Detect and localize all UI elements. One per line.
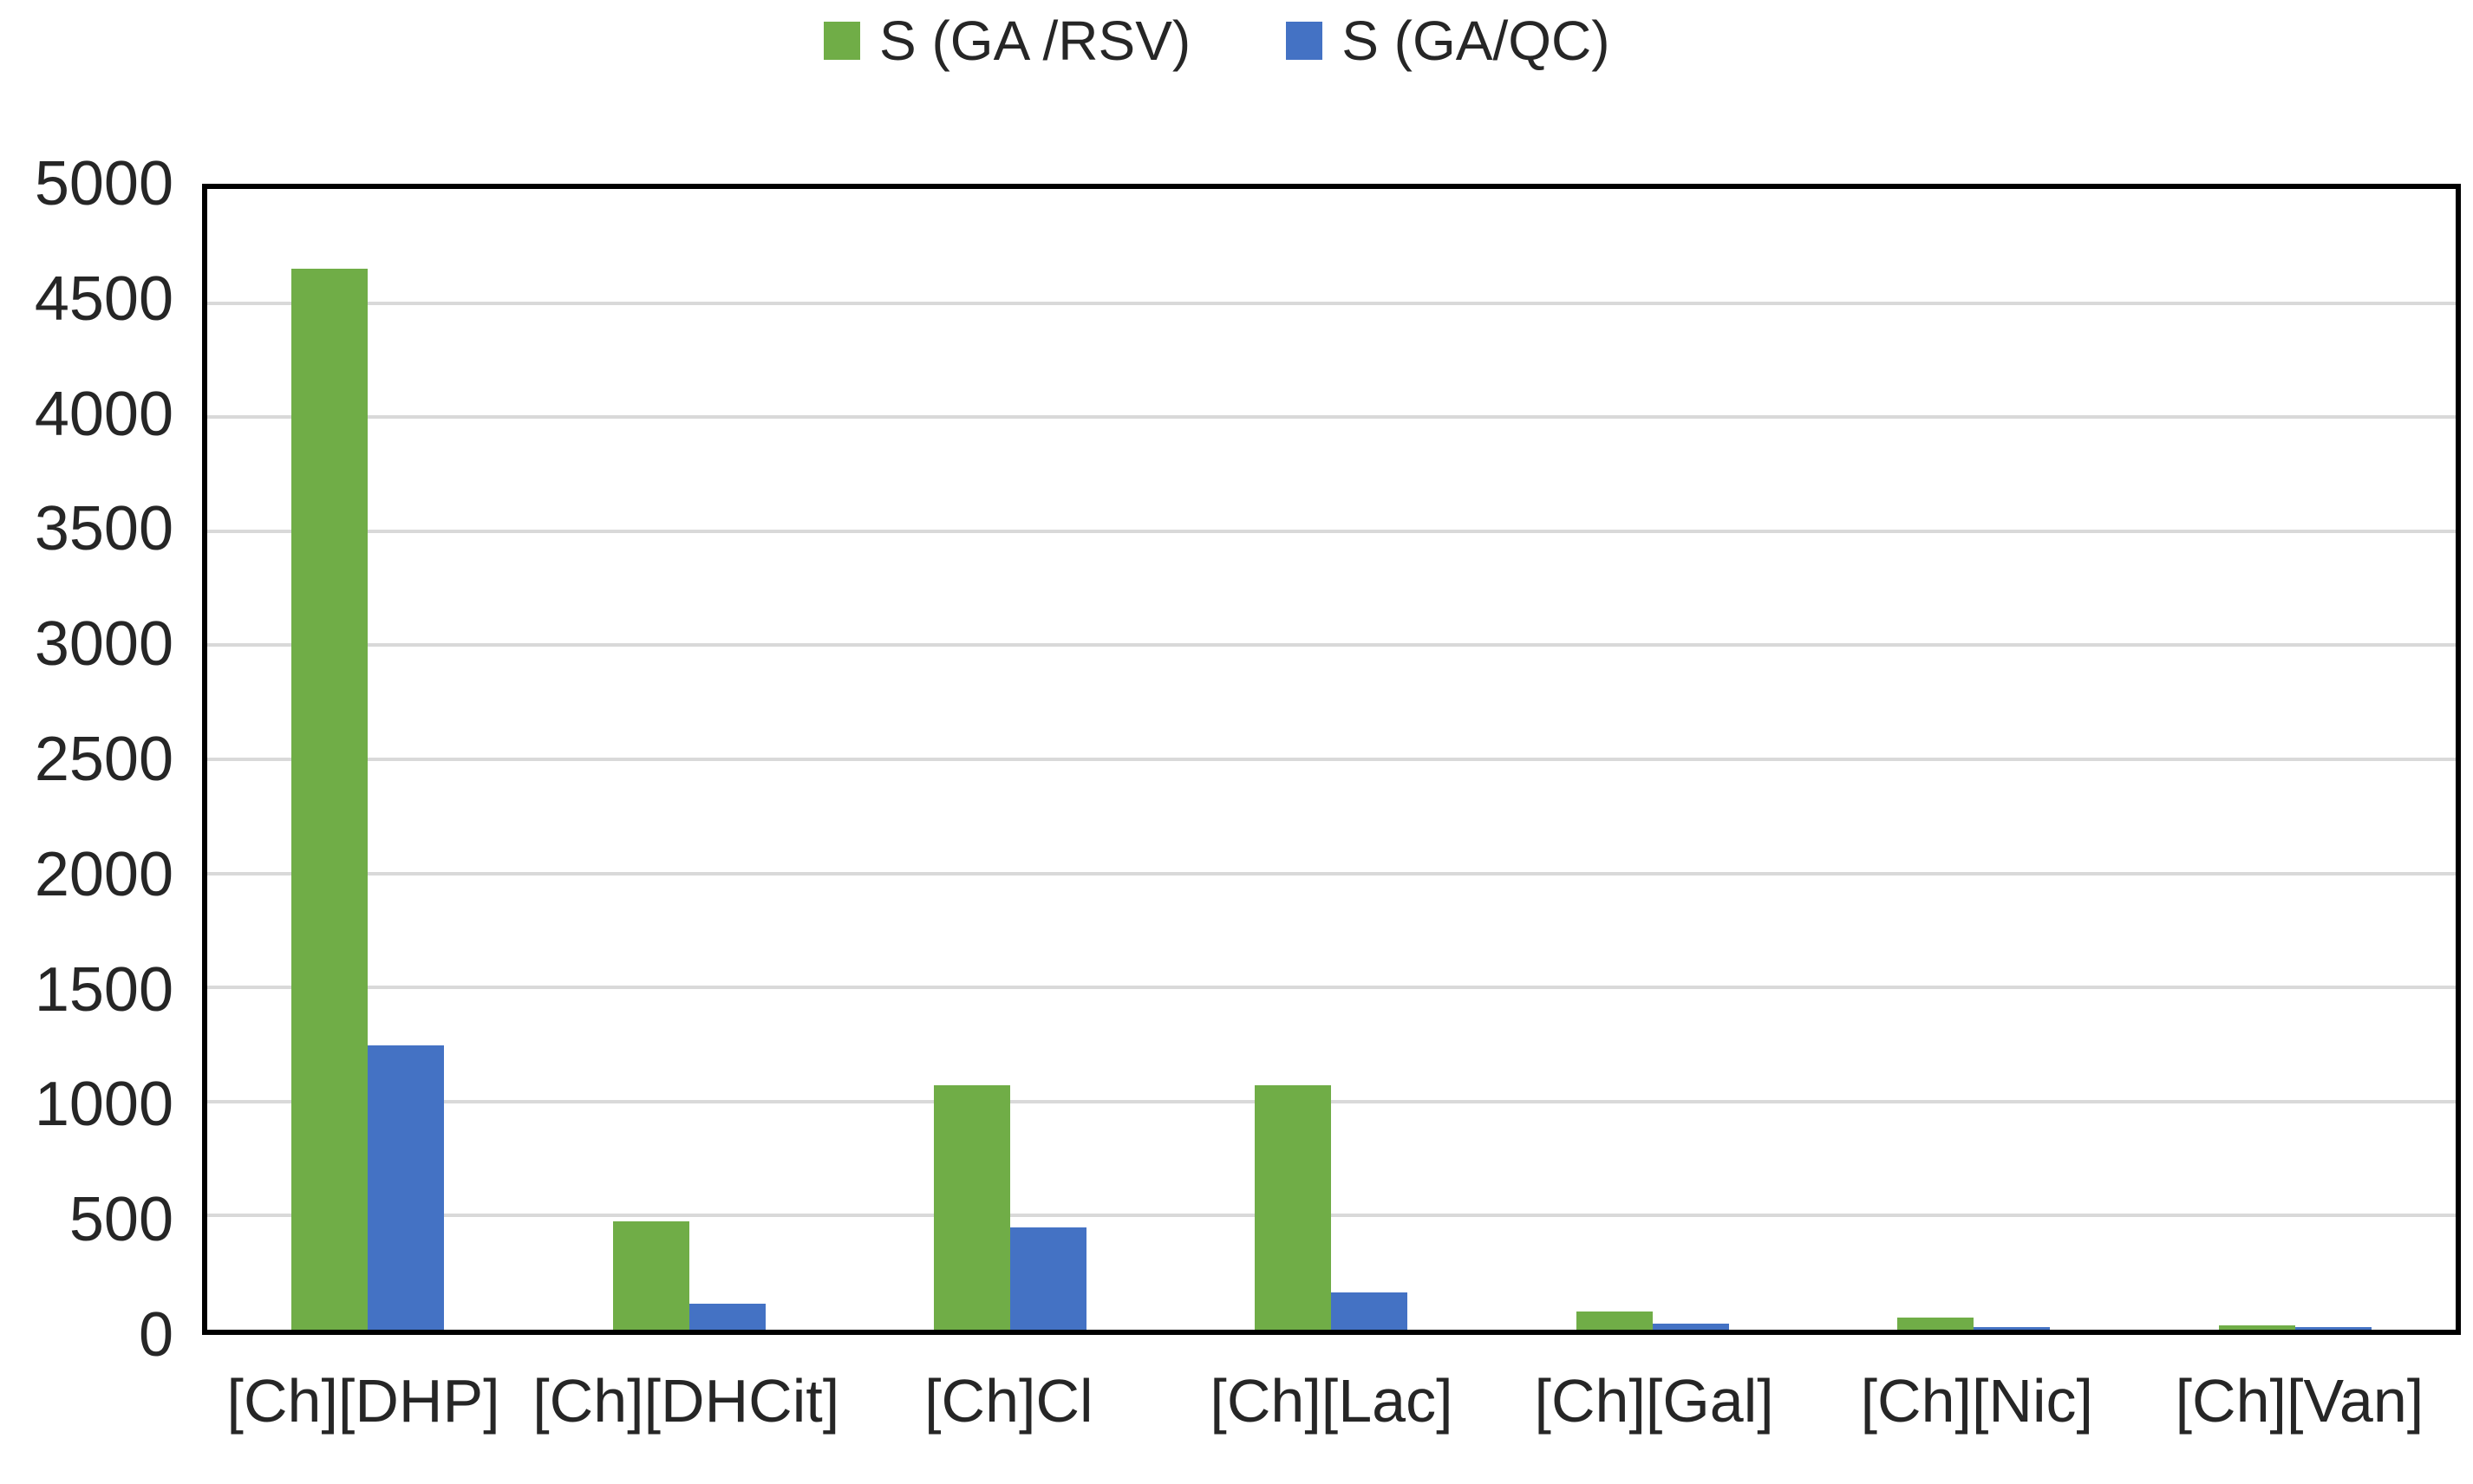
- x-tick-label-2: [Ch][DHCit]: [532, 1367, 840, 1435]
- bar-series1-cat2: [612, 1220, 689, 1330]
- y-axis: 0 500 1000 1500 2000 2500 3000 3500 4000 4500 5000: [0, 153, 173, 1366]
- gridline-2500: [207, 758, 2456, 761]
- gridline-1500: [207, 986, 2456, 990]
- y-tick-label-0: 0: [138, 1300, 173, 1370]
- y-tick-label-1000: 1000: [34, 1070, 173, 1140]
- y-tick-label-1500: 1500: [34, 954, 173, 1025]
- bar-series1-cat6: [1897, 1317, 1974, 1330]
- gridline-3000: [207, 643, 2456, 648]
- bar-group-6: [1813, 189, 2134, 1330]
- bar-group-2: [528, 189, 849, 1330]
- y-tick-label-500: 500: [69, 1185, 173, 1255]
- y-tick-label-2000: 2000: [34, 839, 173, 909]
- bar-series1-cat3: [934, 1085, 1011, 1330]
- bar-series2-cat3: [1010, 1227, 1087, 1330]
- legend-label-ga-rsv: S (GA /RSV): [879, 10, 1191, 72]
- bar-series2-cat5: [1652, 1324, 1729, 1330]
- legend-swatch-blue-icon: [1286, 22, 1323, 61]
- gridline-4000: [207, 415, 2456, 420]
- bar-series2-cat2: [688, 1303, 766, 1330]
- bar-group-3: [850, 189, 1171, 1330]
- bar-group-5: [1492, 189, 1813, 1330]
- gridline-500: [207, 1214, 2456, 1218]
- bar-group-7: [2135, 189, 2456, 1330]
- bar-group-4: [1171, 189, 1491, 1330]
- y-tick-label-3000: 3000: [34, 609, 173, 680]
- y-tick-label-2500: 2500: [34, 725, 173, 794]
- bar-series2-cat1: [368, 1045, 445, 1330]
- bar-group-1: [207, 189, 528, 1330]
- bar-series1-cat4: [1255, 1085, 1332, 1330]
- x-tick-label-5: [Ch][Gal]: [1534, 1367, 1774, 1435]
- plot-area: [202, 184, 2461, 1335]
- bar-series1-cat1: [291, 269, 369, 1330]
- bar-series2-cat4: [1331, 1292, 1408, 1330]
- legend-label-ga-qc: S (GA/QC): [1341, 10, 1610, 72]
- legend-swatch-green-icon: [824, 22, 860, 61]
- bar-series2-cat7: [2294, 1327, 2372, 1330]
- x-tick-label-3: [Ch]Cl: [924, 1367, 1093, 1435]
- y-tick-label-3500: 3500: [34, 494, 173, 564]
- y-tick-label-5000: 5000: [34, 149, 173, 218]
- chart-legend: S (GA /RSV) S (GA/QC): [824, 10, 1610, 71]
- legend-item-ga-rsv: S (GA /RSV): [824, 10, 1191, 71]
- x-tick-label-7: [Ch][Van]: [2175, 1367, 2424, 1435]
- legend-item-ga-qc: S (GA/QC): [1286, 10, 1610, 72]
- y-tick-label-4500: 4500: [34, 264, 173, 334]
- bar-series2-cat6: [1974, 1327, 2051, 1330]
- bar-series1-cat5: [1576, 1311, 1653, 1330]
- gridline-4500: [207, 301, 2456, 305]
- y-tick-label-4000: 4000: [34, 379, 173, 449]
- bar-series1-cat7: [2218, 1325, 2295, 1330]
- x-axis: [Ch][DHP] [Ch][DHCit] [Ch]Cl [Ch][Lac] [Ch][…: [202, 1368, 2461, 1435]
- gridline-2000: [207, 871, 2456, 875]
- gridline-1000: [207, 1099, 2456, 1103]
- x-tick-label-6: [Ch][Nic]: [1860, 1367, 2093, 1435]
- x-tick-label-1: [Ch][DHP]: [226, 1367, 500, 1435]
- gridline-3500: [207, 529, 2456, 533]
- x-tick-label-4: [Ch][Lac]: [1210, 1367, 1453, 1435]
